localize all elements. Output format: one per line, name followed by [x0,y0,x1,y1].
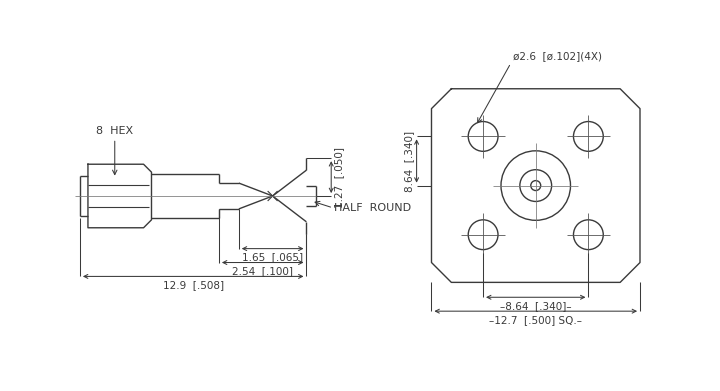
Text: 12.9  [.508]: 12.9 [.508] [163,280,224,291]
Text: 2.54  [.100]: 2.54 [.100] [232,267,293,276]
Text: 8.64  [.340]: 8.64 [.340] [404,131,413,192]
Text: –8.64  [.340]–: –8.64 [.340]– [500,301,572,311]
Text: HALF  ROUND: HALF ROUND [334,203,411,213]
Text: ø2.6  [ø.102](4X): ø2.6 [ø.102](4X) [513,51,602,61]
Text: –12.7  [.500] SQ.–: –12.7 [.500] SQ.– [490,315,582,325]
Text: 1.65  [.065]: 1.65 [.065] [242,253,303,263]
Text: 1.27  [.050]: 1.27 [.050] [334,147,344,208]
Text: 8  HEX: 8 HEX [96,126,133,136]
